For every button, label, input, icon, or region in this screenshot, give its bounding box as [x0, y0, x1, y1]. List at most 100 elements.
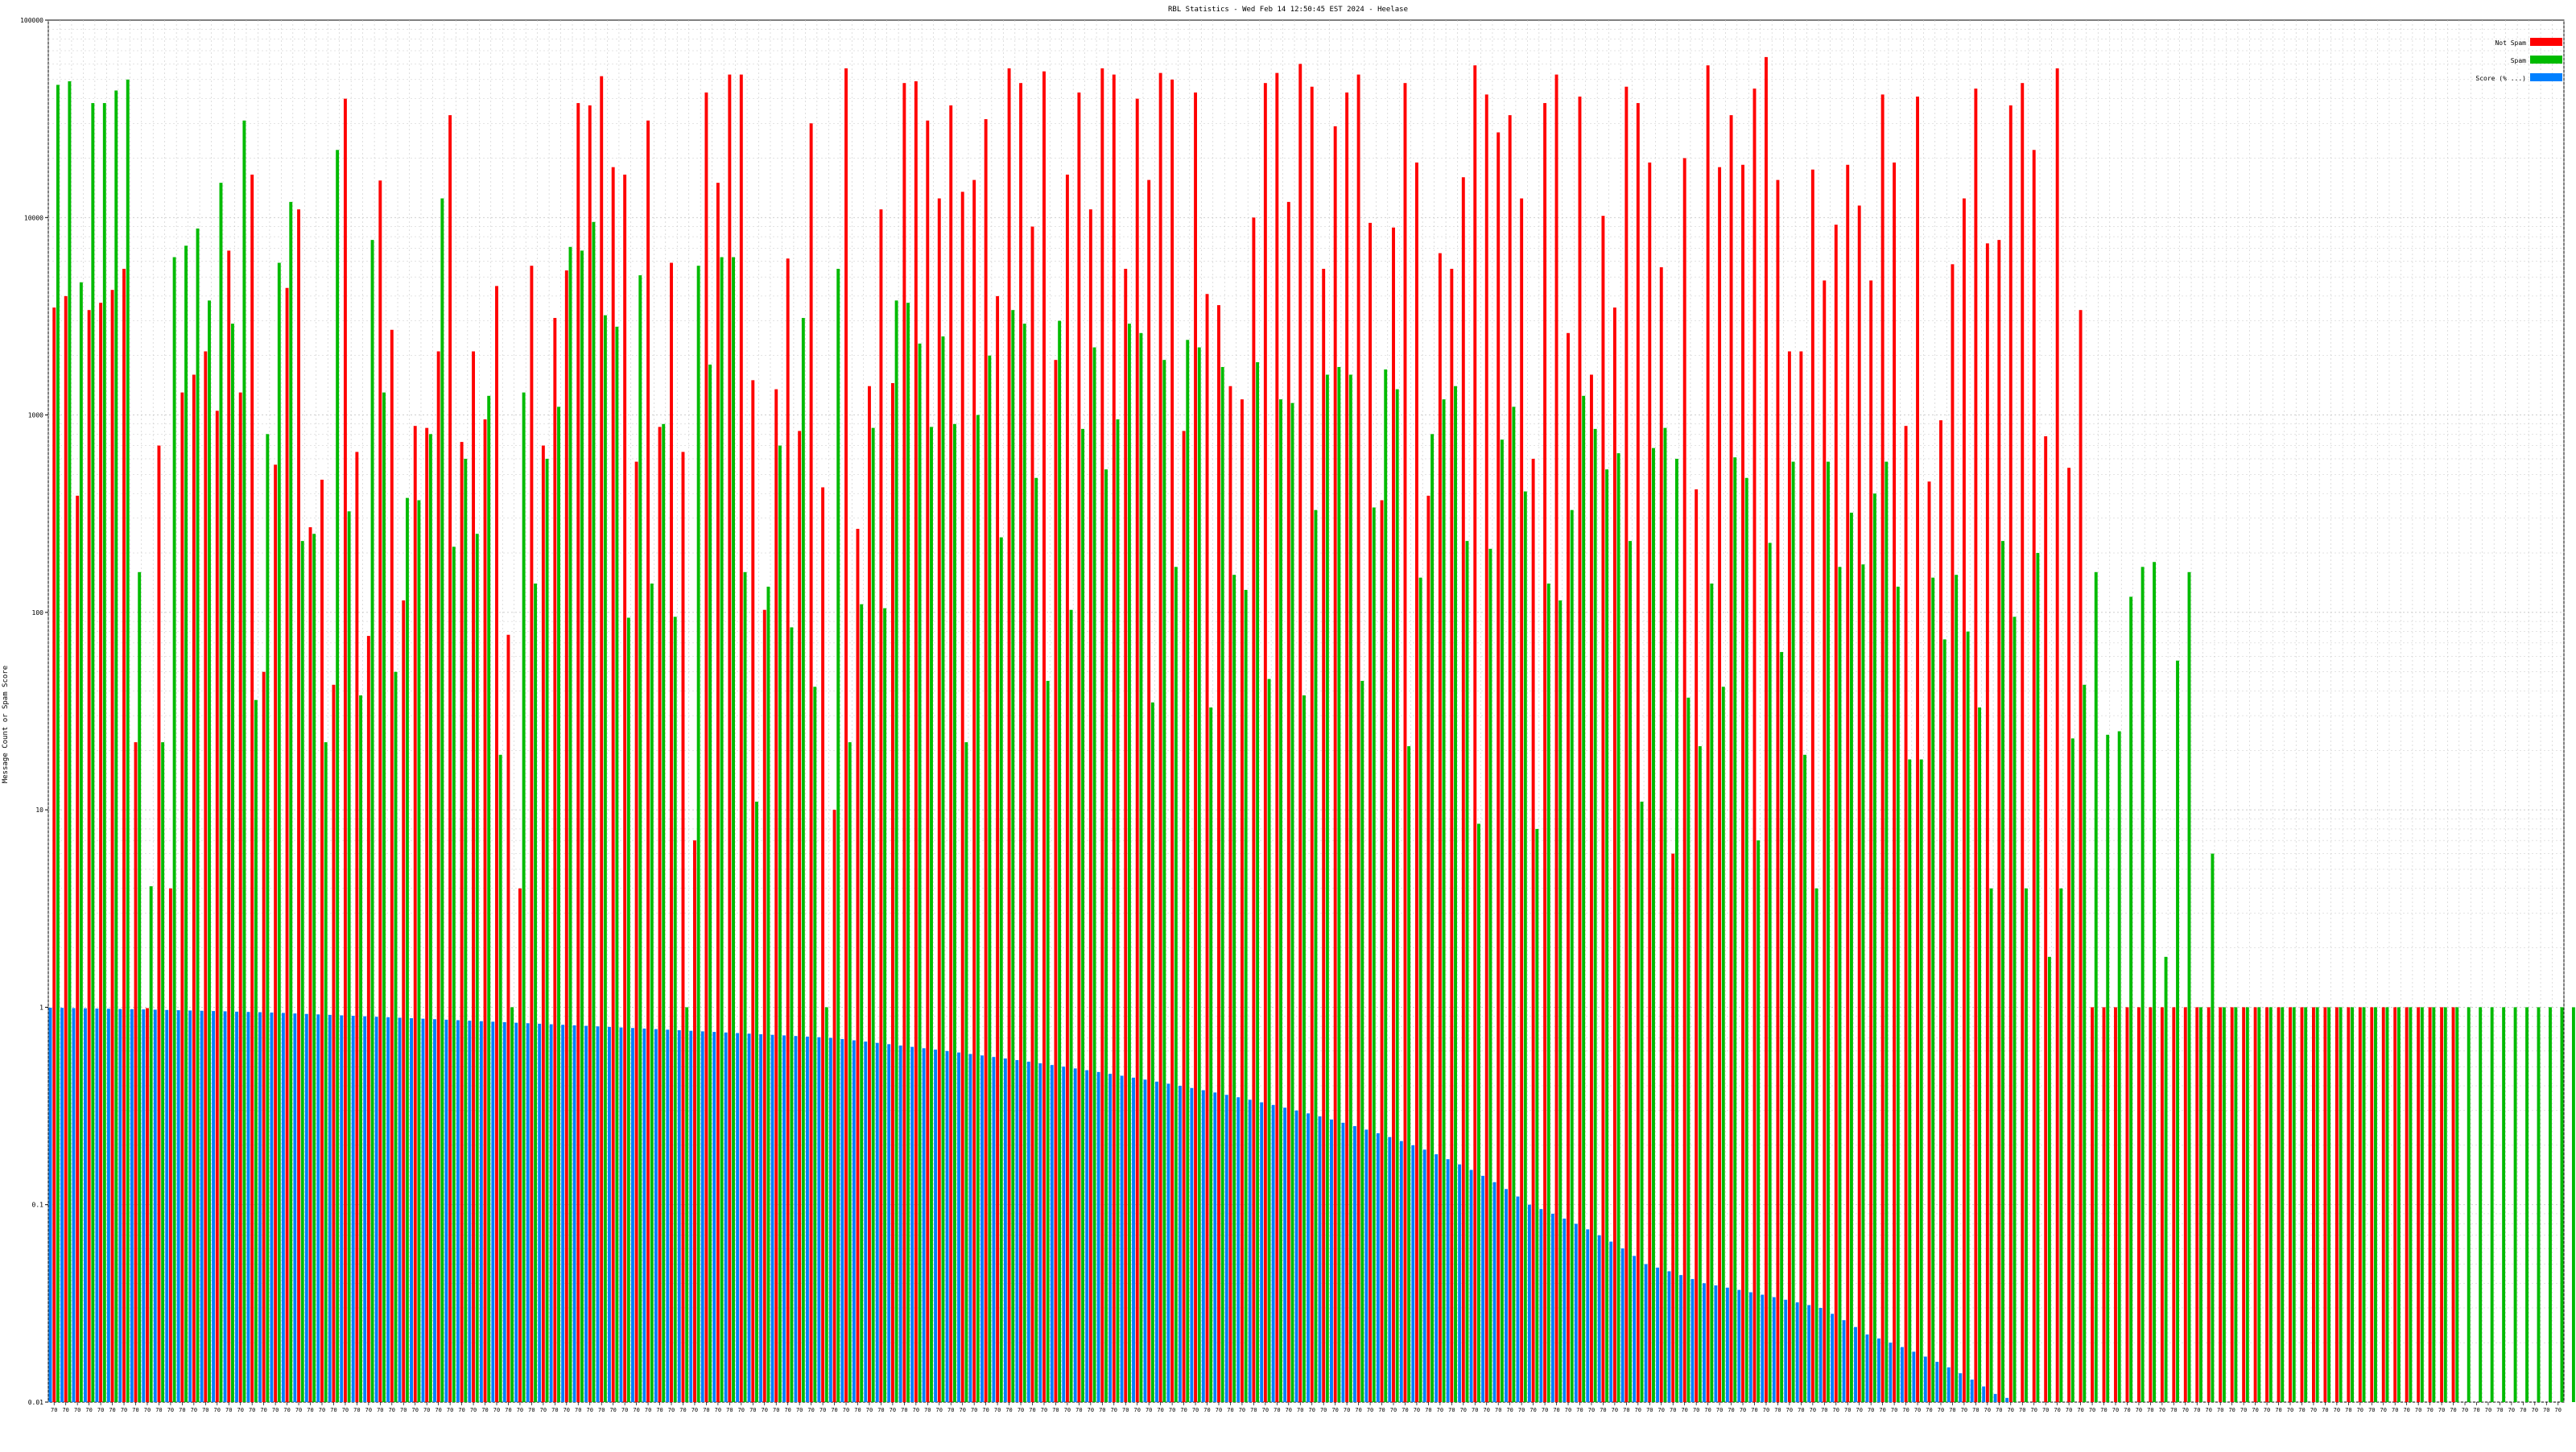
- bar-spam: [1663, 427, 1667, 1403]
- bar-score-: [1260, 1102, 1264, 1402]
- bar-not-spam: [1286, 201, 1290, 1403]
- y-axis-label: Message Count or Spam Score: [2, 666, 10, 783]
- bar-not-spam: [1939, 420, 1942, 1402]
- bar-not-spam: [87, 310, 91, 1402]
- x-tick-label: 70: [1984, 1407, 1991, 1413]
- x-tick-label: 70: [1122, 1407, 1129, 1413]
- bar-spam: [2234, 1007, 2238, 1402]
- bar-score-: [1784, 1299, 1788, 1402]
- bar-spam: [522, 392, 526, 1402]
- bar-not-spam: [1765, 56, 1768, 1403]
- bar-spam: [2304, 1007, 2308, 1402]
- grid: [47, 20, 2565, 1403]
- x-tick-label: 70: [1064, 1407, 1071, 1413]
- x-tick-label: 70: [1588, 1407, 1595, 1413]
- x-tick-label: 70: [62, 1407, 68, 1413]
- bar-not-spam: [716, 183, 720, 1403]
- bar-score-: [1341, 1122, 1345, 1402]
- x-tick-label: 70: [2275, 1407, 2281, 1413]
- x-tick-label: 70: [2508, 1407, 2515, 1413]
- bar-score-: [351, 1016, 355, 1402]
- bar-score-: [1609, 1241, 1613, 1402]
- bar-spam: [1686, 697, 1690, 1402]
- bar-not-spam: [285, 287, 289, 1402]
- bar-spam: [1640, 801, 1644, 1402]
- bar-not-spam: [868, 386, 871, 1403]
- bar-spam: [1081, 428, 1085, 1402]
- bar-score-: [1201, 1090, 1205, 1402]
- bar-not-spam: [1659, 267, 1663, 1402]
- bar-not-spam: [518, 888, 522, 1402]
- bar-not-spam: [2172, 1007, 2176, 1402]
- x-tick-label: 70: [319, 1407, 325, 1413]
- bar-not-spam: [1857, 205, 1861, 1402]
- bar-not-spam: [192, 374, 196, 1403]
- bar-not-spam: [1834, 225, 1838, 1403]
- bar-spam: [1395, 389, 1399, 1402]
- x-tick-label: 70: [1390, 1407, 1397, 1413]
- bar-score-: [502, 1022, 506, 1402]
- x-tick-label: 70: [505, 1407, 511, 1413]
- bar-not-spam: [856, 529, 860, 1402]
- y-tick-label: 1: [39, 1004, 43, 1011]
- x-tick-label: 70: [1728, 1407, 1734, 1413]
- bar-score-: [1026, 1062, 1030, 1402]
- bar-spam: [1919, 759, 1923, 1402]
- bar-score-: [1737, 1289, 1741, 1402]
- x-tick-label: 70: [132, 1407, 138, 1413]
- bar-not-spam: [76, 495, 80, 1402]
- x-tick-label: 70: [2228, 1407, 2235, 1413]
- x-tick-label: 70: [423, 1407, 430, 1413]
- x-tick-label: 70: [2368, 1407, 2375, 1413]
- bar-spam: [498, 754, 502, 1402]
- bar-not-spam: [1473, 65, 1477, 1402]
- x-tick-label: 70: [1378, 1407, 1385, 1413]
- legend-swatch: [2530, 73, 2562, 81]
- bar-score-: [642, 1028, 646, 1402]
- bar-not-spam: [2289, 1007, 2292, 1402]
- bar-not-spam: [821, 487, 825, 1403]
- x-tick-label: 70: [1495, 1407, 1501, 1413]
- bar-not-spam: [1810, 169, 1814, 1402]
- bar-score-: [153, 1009, 157, 1402]
- bar-not-spam: [1554, 74, 1558, 1402]
- bar-spam: [2502, 1007, 2506, 1402]
- bar-spam: [1104, 469, 1108, 1402]
- bar-not-spam: [1088, 209, 1092, 1402]
- bar-score-: [212, 1011, 216, 1402]
- bar-spam: [801, 318, 805, 1403]
- chart-title: RBL Statistics - Wed Feb 14 12:50:45 EST…: [1168, 6, 1408, 14]
- bar-spam: [906, 303, 910, 1402]
- bar-not-spam: [1671, 853, 1675, 1402]
- x-tick-label: 70: [307, 1407, 313, 1413]
- x-tick-label: 70: [1926, 1407, 1932, 1413]
- bar-score-: [1307, 1113, 1310, 1402]
- x-tick-label: 70: [796, 1407, 803, 1413]
- x-tick-label: 70: [703, 1407, 709, 1413]
- bar-spam: [1162, 360, 1166, 1402]
- bar-not-spam: [1403, 83, 1407, 1402]
- bar-spam: [2001, 541, 2004, 1402]
- bar-spam: [452, 547, 456, 1403]
- bar-not-spam: [576, 103, 580, 1402]
- bar-not-spam: [2219, 1007, 2223, 1402]
- bar-spam: [1570, 509, 1574, 1402]
- bar-not-spam: [274, 464, 278, 1402]
- bar-score-: [1469, 1169, 1473, 1402]
- x-tick-label: 70: [2147, 1407, 2153, 1413]
- x-tick-label: 70: [1239, 1407, 1245, 1413]
- bar-spam: [1814, 888, 1818, 1402]
- x-tick-label: 70: [679, 1407, 686, 1413]
- bar-spam: [208, 300, 211, 1403]
- x-tick-label: 70: [1938, 1407, 1944, 1413]
- bar-not-spam: [2125, 1007, 2129, 1402]
- bar-score-: [828, 1037, 832, 1402]
- bar-spam: [2513, 1007, 2517, 1402]
- bar-not-spam: [460, 442, 464, 1402]
- x-tick-label: 70: [1612, 1407, 1618, 1413]
- x-tick-label: 70: [2555, 1407, 2562, 1413]
- bar-score-: [1748, 1292, 1752, 1402]
- bar-score-: [852, 1040, 856, 1402]
- x-tick-label: 70: [1414, 1407, 1420, 1413]
- bar-spam: [848, 742, 852, 1402]
